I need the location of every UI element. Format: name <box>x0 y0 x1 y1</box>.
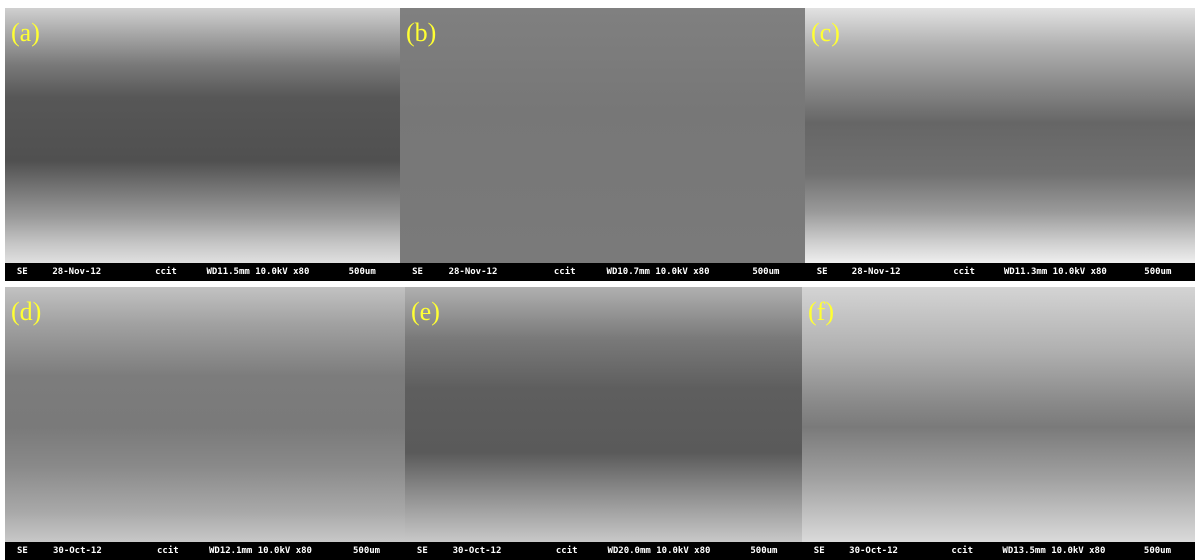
panel-label: (d) <box>11 297 42 326</box>
info-params: WD20.0mm 10.0kV x80 <box>607 546 711 556</box>
panel-label: (c) <box>811 18 840 47</box>
info-scale: 500um <box>752 267 780 277</box>
sem-image <box>5 287 405 542</box>
info-site: ccit <box>555 546 578 556</box>
info-scale: 500um <box>750 546 778 556</box>
sem-panel: (b) SE 28-Nov-12 ccit WD10.7mm 10.0kV x80 500… <box>400 8 805 281</box>
sem-panel: (d) SE 30-Oct-12 ccit WD12.1mm 10.0kV x80 500… <box>5 287 405 560</box>
info-date: 30-Oct-12 <box>452 546 502 556</box>
sem-image <box>805 8 1195 263</box>
info-scale: 500um <box>1144 267 1172 277</box>
info-date: 28-Nov-12 <box>448 267 498 277</box>
sem-image <box>802 287 1195 542</box>
panel-label: (b) <box>406 18 437 47</box>
info-bar: SE 28-Nov-12 ccit WD10.7mm 10.0kV x80 500um <box>400 263 805 281</box>
info-params: WD13.5mm 10.0kV x80 <box>1002 546 1106 556</box>
info-date: 28-Nov-12 <box>52 267 102 277</box>
info-detector: SE <box>813 546 825 556</box>
info-bar: SE 28-Nov-12 ccit WD11.5mm 10.0kV x80 500um <box>5 263 400 281</box>
sem-panel: (e) SE 30-Oct-12 ccit WD20.0mm 10.0kV x80 500… <box>405 287 802 560</box>
sem-panel: (a) SE 28-Nov-12 ccit WD11.5mm 10.0kV x80 500… <box>5 8 400 281</box>
sem-image <box>400 8 805 263</box>
info-scale: 500um <box>348 267 376 277</box>
info-params: WD12.1mm 10.0kV x80 <box>209 546 312 556</box>
info-detector: SE <box>416 546 428 556</box>
panel-label: (e) <box>411 297 440 326</box>
sem-panel: (c) SE 28-Nov-12 ccit WD11.3mm 10.0kV x80 500… <box>805 8 1195 281</box>
info-scale: 500um <box>1143 546 1171 556</box>
info-date: 30-Oct-12 <box>849 546 898 556</box>
sem-image <box>405 287 802 542</box>
info-bar: SE 30-Oct-12 ccit WD13.5mm 10.0kV x80 500um <box>802 542 1195 560</box>
info-date: 28-Nov-12 <box>851 267 901 277</box>
info-params: WD11.3mm 10.0kV x80 <box>1003 267 1107 277</box>
info-bar: SE 30-Oct-12 ccit WD20.0mm 10.0kV x80 500um <box>405 542 802 560</box>
panel-label: (f) <box>808 297 834 326</box>
info-bar: SE 28-Nov-12 ccit WD11.3mm 10.0kV x80 500um <box>805 263 1195 281</box>
info-scale: 500um <box>353 546 381 556</box>
info-params: WD10.7mm 10.0kV x80 <box>606 267 710 277</box>
info-detector: SE <box>816 267 828 277</box>
info-site: ccit <box>155 267 177 277</box>
info-params: WD11.5mm 10.0kV x80 <box>206 267 310 277</box>
info-site: ccit <box>157 546 179 556</box>
info-detector: SE <box>16 267 28 277</box>
info-site: ccit <box>951 546 974 556</box>
sem-image <box>5 8 400 263</box>
info-date: 30-Oct-12 <box>53 546 102 556</box>
info-site: ccit <box>953 267 975 277</box>
panel-label: (a) <box>11 18 40 47</box>
info-site: ccit <box>553 267 576 277</box>
sem-panel: (f) SE 30-Oct-12 ccit WD13.5mm 10.0kV x80 500… <box>802 287 1195 560</box>
info-detector: SE <box>17 546 28 556</box>
info-detector: SE <box>412 267 423 277</box>
info-bar: SE 30-Oct-12 ccit WD12.1mm 10.0kV x80 500um <box>5 542 405 560</box>
